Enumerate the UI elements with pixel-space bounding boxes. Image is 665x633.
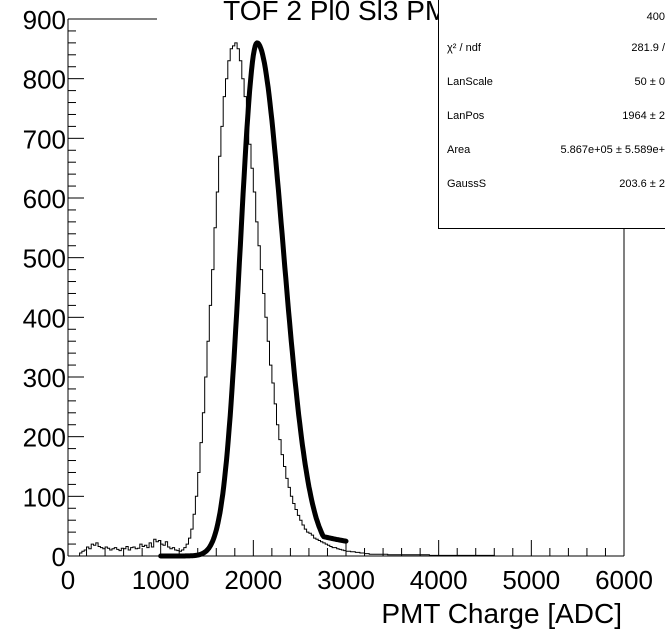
stats-row-value: 50 ± 0 <box>634 76 665 88</box>
stats-row-value: 5.867e+05 ± 5.589e+ <box>560 144 665 156</box>
chart-title: TOF 2 Pl0 Sl3 PMT0 <box>223 0 481 26</box>
histogram-line <box>68 42 550 557</box>
stats-entries-value: 400 <box>646 11 665 23</box>
y-tick-label: 500 <box>23 244 66 274</box>
y-axis: 0 100 200 300 400 500 600 700 800 900 <box>23 5 84 572</box>
fit-line <box>158 40 349 559</box>
y-tick-label: 300 <box>23 363 66 393</box>
stats-row-name: χ² / ndf <box>447 42 481 54</box>
x-tick-label: 2000 <box>224 565 282 595</box>
stats-row: χ² / ndf 281.9 / <box>439 42 665 62</box>
x-tick-label: 3000 <box>317 565 375 595</box>
stats-box: 400 χ² / ndf 281.9 / LanScale 50 ± 0 Lan… <box>438 0 665 229</box>
y-tick-label: 100 <box>23 482 66 512</box>
stats-row: Area 5.867e+05 ± 5.589e+ <box>439 144 665 164</box>
x-tick-label: 0 <box>61 565 75 595</box>
stats-row-name: LanScale <box>447 76 493 88</box>
x-axis-label: PMT Charge [ADC] <box>381 598 622 629</box>
stats-row-name: LanPos <box>447 110 485 122</box>
y-tick-label: 400 <box>23 303 66 333</box>
x-axis: 0 1000 2000 3000 4000 5000 6000 <box>61 540 653 595</box>
stats-row-name: Area <box>447 144 471 156</box>
stats-row: LanScale 50 ± 0 <box>439 76 665 96</box>
stats-row-name: GaussS <box>447 178 487 190</box>
y-tick-label: 600 <box>23 184 66 214</box>
x-tick-label: 6000 <box>595 565 653 595</box>
stats-row-value: 281.9 / <box>631 42 665 54</box>
stats-row: GaussS 203.6 ± 2 <box>439 178 665 198</box>
stats-row: LanPos 1964 ± 2 <box>439 110 665 130</box>
y-tick-label: 0 <box>52 542 66 572</box>
stats-row-value: 1964 ± 2 <box>622 110 665 122</box>
fit-curve <box>158 40 349 559</box>
x-tick-label: 5000 <box>502 565 560 595</box>
y-tick-label: 900 <box>23 5 66 35</box>
stats-row-value: 203.6 ± 2 <box>619 178 665 190</box>
x-tick-label: 1000 <box>132 565 190 595</box>
y-tick-label: 700 <box>23 124 66 154</box>
histogram-series <box>68 42 550 557</box>
x-tick-label: 4000 <box>410 565 468 595</box>
y-tick-label: 800 <box>23 65 66 95</box>
y-tick-label: 200 <box>23 423 66 453</box>
